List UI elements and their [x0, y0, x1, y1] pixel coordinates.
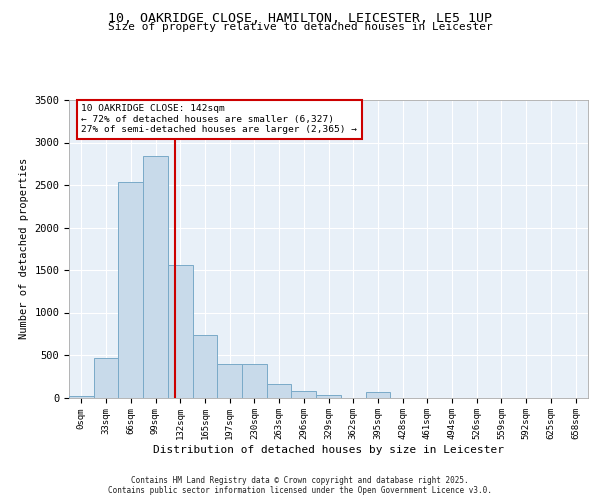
Text: Contains HM Land Registry data © Crown copyright and database right 2025.
Contai: Contains HM Land Registry data © Crown c…: [108, 476, 492, 495]
Bar: [292, 390, 316, 398]
Bar: [242, 364, 267, 398]
Bar: [267, 384, 292, 398]
Text: Size of property relative to detached houses in Leicester: Size of property relative to detached ho…: [107, 22, 493, 32]
Bar: [94, 358, 118, 398]
Text: 10 OAKRIDGE CLOSE: 142sqm
← 72% of detached houses are smaller (6,327)
27% of se: 10 OAKRIDGE CLOSE: 142sqm ← 72% of detac…: [82, 104, 358, 134]
Bar: [365, 392, 390, 398]
Text: 10, OAKRIDGE CLOSE, HAMILTON, LEICESTER, LE5 1UP: 10, OAKRIDGE CLOSE, HAMILTON, LEICESTER,…: [108, 12, 492, 26]
Bar: [118, 182, 143, 398]
Bar: [316, 395, 341, 398]
Bar: [193, 336, 217, 398]
Bar: [217, 364, 242, 398]
Y-axis label: Number of detached properties: Number of detached properties: [19, 158, 29, 340]
Bar: [143, 156, 168, 398]
Bar: [69, 396, 94, 398]
Bar: [168, 265, 193, 398]
X-axis label: Distribution of detached houses by size in Leicester: Distribution of detached houses by size …: [153, 445, 504, 455]
